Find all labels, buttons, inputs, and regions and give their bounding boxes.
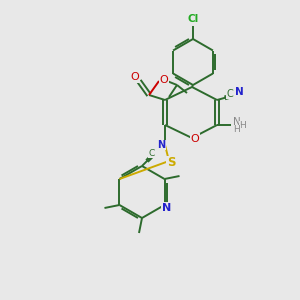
Text: N: N — [235, 87, 243, 97]
Text: H: H — [234, 125, 240, 134]
Text: C: C — [226, 89, 233, 99]
Text: H: H — [240, 122, 246, 130]
Text: S: S — [167, 157, 175, 169]
Text: Cl: Cl — [188, 14, 199, 24]
Text: C: C — [149, 148, 155, 158]
Text: N: N — [157, 140, 165, 150]
Text: O: O — [190, 134, 200, 144]
Text: N: N — [162, 203, 171, 213]
Text: O: O — [130, 72, 140, 82]
Text: N: N — [233, 117, 241, 127]
Text: O: O — [160, 75, 168, 85]
